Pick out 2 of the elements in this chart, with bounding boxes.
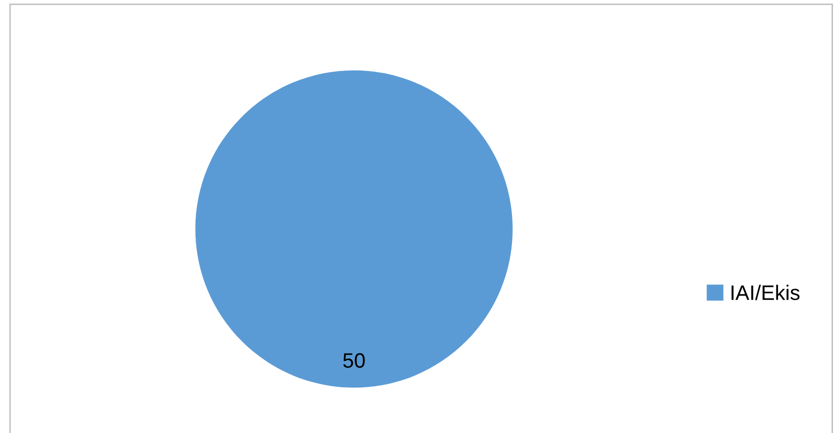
legend-label: IAI/Ekis <box>732 284 800 300</box>
data-label: 50 <box>343 353 365 368</box>
